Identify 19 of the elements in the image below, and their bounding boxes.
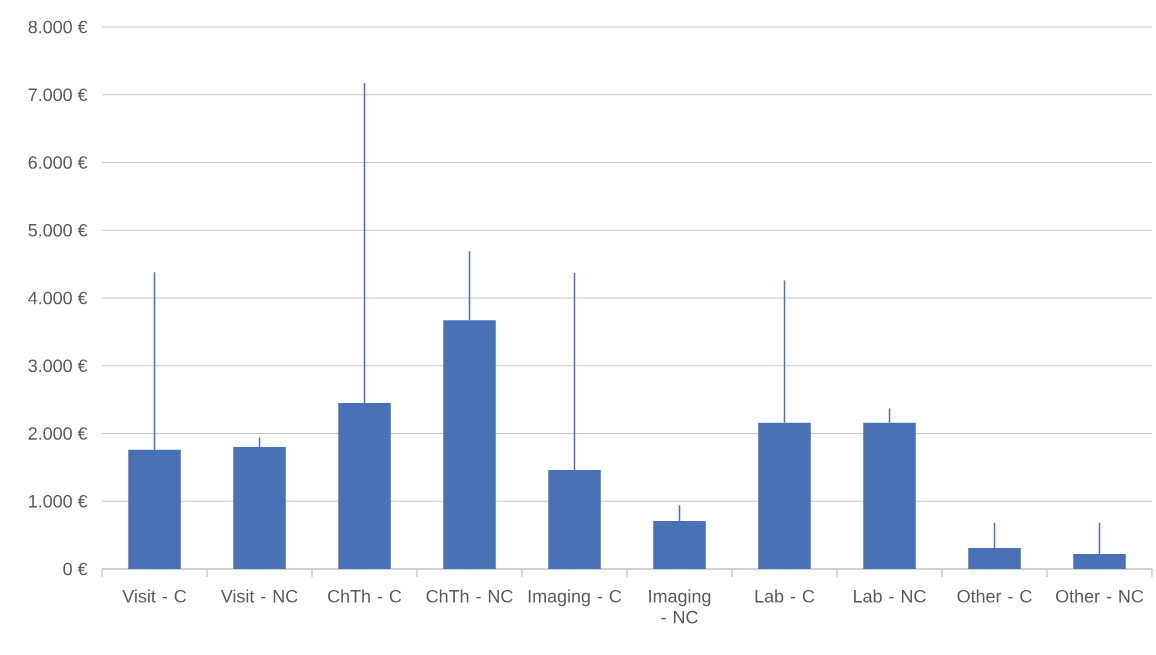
x-tick-label: ChTh - NC (426, 589, 513, 603)
x-tick-label: Imaging - NC (649, 589, 711, 624)
y-tick-label: 3.000 € (28, 359, 88, 373)
x-tick-label: Visit - C (122, 589, 187, 603)
x-tick-label: Lab - C (755, 589, 815, 603)
x-tick-label: Other - NC (1056, 589, 1144, 603)
y-tick-label: 0 € (63, 562, 88, 576)
y-tick-label: 7.000 € (28, 88, 88, 102)
x-tick-label: Imaging - C (528, 589, 622, 607)
x-tick-label: Other - C (957, 589, 1032, 603)
y-tick-label: 2.000 € (28, 427, 88, 440)
y-tick-label: 6.000 € (28, 156, 88, 169)
x-tick-label: ChTh - C (328, 589, 402, 603)
y-tick-label: 4.000 € (28, 291, 88, 305)
y-tick-label: 1.000 € (29, 494, 88, 508)
x-tick-label: Lab - NC (854, 589, 926, 603)
y-tick-label: 5.000 € (28, 223, 88, 237)
y-tick-label: 8.000 € (28, 20, 88, 34)
x-tick-label: Visit - NC (220, 589, 298, 603)
